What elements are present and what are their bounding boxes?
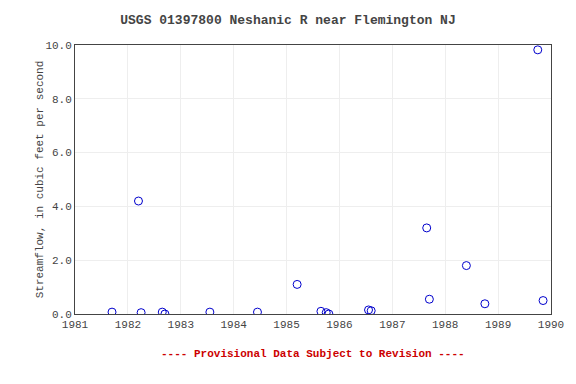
svg-text:1987: 1987 bbox=[379, 319, 405, 331]
svg-text:0.0: 0.0 bbox=[52, 309, 72, 321]
svg-text:1988: 1988 bbox=[432, 319, 458, 331]
svg-text:10.0: 10.0 bbox=[45, 40, 71, 52]
svg-text:2.0: 2.0 bbox=[52, 255, 72, 267]
svg-text:USGS 01397800 Neshanic R near: USGS 01397800 Neshanic R near Flemington… bbox=[120, 13, 455, 28]
svg-text:1984: 1984 bbox=[220, 319, 247, 331]
svg-text:1982: 1982 bbox=[115, 319, 141, 331]
svg-text:1986: 1986 bbox=[326, 319, 352, 331]
svg-text:4.0: 4.0 bbox=[52, 201, 72, 213]
svg-text:1989: 1989 bbox=[485, 319, 511, 331]
svg-text:1983: 1983 bbox=[168, 319, 194, 331]
svg-text:1990: 1990 bbox=[538, 319, 564, 331]
svg-text:Streamflow, in cubic feet per: Streamflow, in cubic feet per second bbox=[34, 61, 46, 299]
svg-text:1985: 1985 bbox=[273, 319, 299, 331]
svg-text:6.0: 6.0 bbox=[52, 147, 72, 159]
svg-text:---- Provisional Data Subject: ---- Provisional Data Subject to Revisio… bbox=[161, 348, 465, 360]
svg-text:1981: 1981 bbox=[62, 319, 89, 331]
svg-text:8.0: 8.0 bbox=[52, 94, 72, 106]
